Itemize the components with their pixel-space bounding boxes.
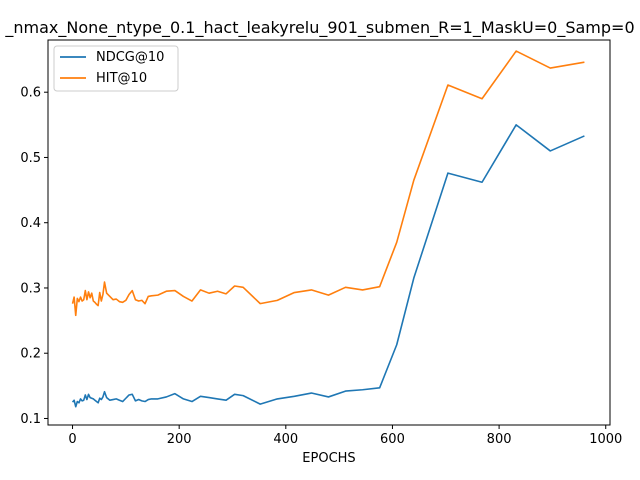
x-tick-label: 200	[167, 432, 192, 447]
series-line-1	[71, 50, 585, 317]
chart-title: _nmax_None_ntype_0.1_hact_leakyrelu_901_…	[4, 18, 634, 38]
x-tick-label: 600	[380, 432, 405, 447]
y-tick-label: 0.5	[20, 151, 41, 166]
y-tick-label: 0.1	[20, 412, 41, 427]
y-tick-label: 0.6	[20, 86, 41, 101]
y-tick-label: 0.3	[20, 281, 41, 296]
legend: NDCG@10 HIT@10	[53, 45, 179, 92]
x-tick-label: 0	[68, 432, 76, 447]
x-axis: 0 200 400 600 800 1000	[68, 425, 622, 447]
plot-area-frame	[47, 39, 611, 426]
legend-label-hit: HIT@10	[96, 71, 147, 86]
y-tick-label: 0.4	[20, 216, 41, 231]
x-tick-label: 800	[487, 432, 512, 447]
series-line-0	[71, 124, 585, 408]
legend-label-ndcg: NDCG@10	[96, 50, 164, 65]
x-tick-label: 400	[273, 432, 298, 447]
x-tick-label: 1000	[589, 432, 622, 447]
y-tick-label: 0.2	[20, 347, 41, 362]
plot-lines	[71, 50, 585, 408]
y-axis: 0.1 0.2 0.3 0.4 0.5 0.6	[20, 86, 48, 427]
x-axis-label: EPOCHS	[302, 451, 355, 466]
